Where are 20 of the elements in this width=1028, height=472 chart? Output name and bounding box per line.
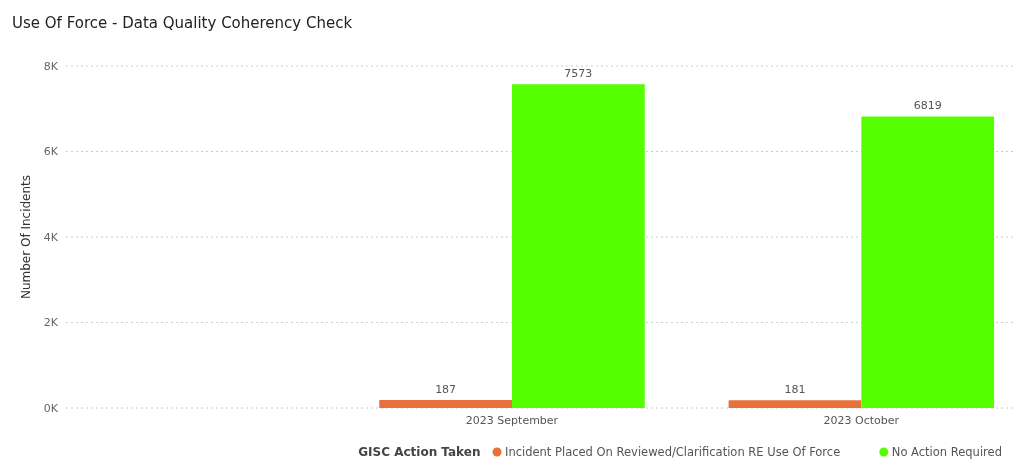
bar (379, 400, 512, 408)
y-tick-label: 2K (43, 316, 59, 330)
legend-title: GISC Action Taken (358, 445, 481, 460)
y-axis-title: Number Of Incidents (19, 174, 33, 300)
data-label: 181 (784, 383, 806, 397)
x-tick-label: 2023 October (823, 414, 900, 427)
legend-label: No Action Required (891, 445, 1002, 460)
bar (728, 400, 862, 408)
legend-label: Incident Placed On Reviewed/Clarification RE Use Of Force (505, 445, 841, 460)
y-tick-label: 6K (43, 145, 59, 159)
chart-title: Use Of Force - Data Quality Coherency Check (12, 14, 353, 32)
data-label: 6819 (913, 99, 942, 113)
data-label: 7573 (564, 67, 593, 81)
x-tick-label: 2023 September (465, 414, 559, 427)
data-label: 187 (435, 383, 457, 397)
bar (861, 116, 995, 408)
bar (512, 84, 645, 408)
y-tick-label: 4K (43, 230, 59, 244)
y-tick-label: 0K (43, 401, 59, 415)
y-tick-label: 8K (43, 59, 59, 73)
